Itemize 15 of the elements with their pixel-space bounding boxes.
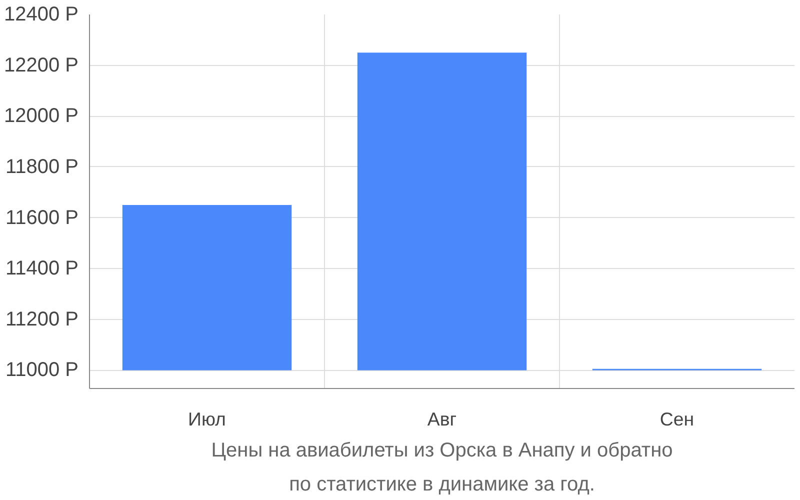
y-tick-label: 11200 Р <box>5 308 79 330</box>
y-tick-label: 11800 Р <box>5 156 79 178</box>
bar <box>122 205 292 370</box>
y-tick-label: 11400 Р <box>5 258 79 280</box>
y-tick-label: 12400 Р <box>4 4 79 26</box>
y-tick-label: 12000 Р <box>4 105 79 128</box>
x-tick-label: Июл <box>188 408 226 430</box>
y-tick-label: 11600 Р <box>5 206 79 229</box>
text: Цены на авиабилеты из Орска в Анапу и обратно <box>211 440 673 462</box>
x-tick-label: Авг <box>427 408 457 430</box>
y-tick-label: 11000 Р <box>5 359 79 382</box>
text: по статистике в динамике за год. <box>289 474 595 496</box>
x-tick-label: Сен <box>660 408 694 430</box>
y-tick-label: 12200 Р <box>4 54 79 76</box>
bar <box>357 52 527 370</box>
